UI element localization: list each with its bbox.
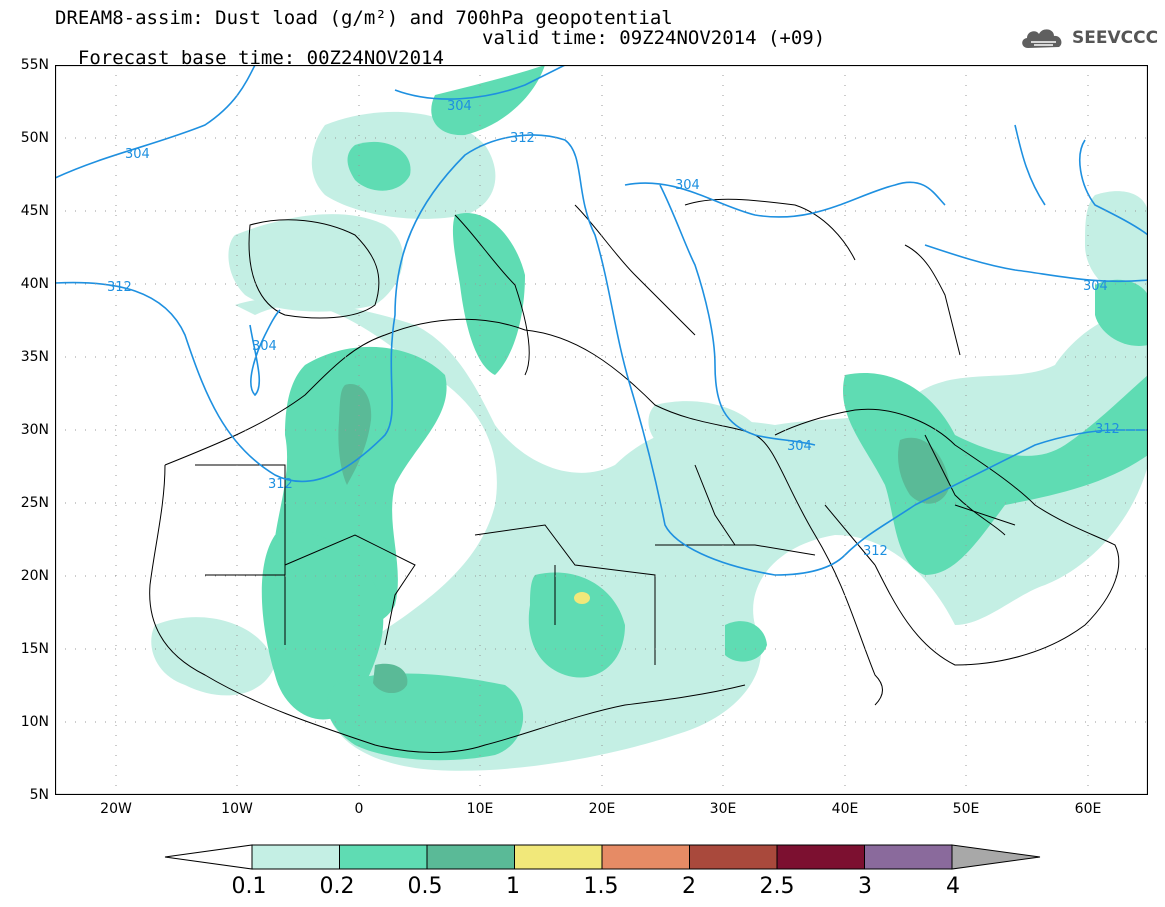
- lat-label: 20N: [20, 568, 49, 584]
- colorbar-cell: [339, 844, 428, 870]
- lat-label: 15N: [20, 641, 49, 657]
- lat-label: 50N: [20, 130, 49, 146]
- colorbar-label: 2.5: [759, 874, 795, 899]
- colorbar: [164, 844, 1041, 870]
- lat-label: 45N: [20, 203, 49, 219]
- colorbar-cell: [689, 844, 778, 870]
- colorbar-label: 0.5: [407, 874, 443, 899]
- colorbar-high-arrow: [951, 844, 1041, 870]
- contour-label: 304: [252, 339, 277, 354]
- dust-0.5-layer: [338, 384, 950, 694]
- seevccc-logo: SEEVCCC: [1018, 24, 1158, 52]
- contour-label: 304: [675, 178, 700, 193]
- contour-label: 312: [268, 477, 293, 492]
- map-frame: [55, 65, 1148, 795]
- lon-label: 20E: [588, 801, 616, 817]
- lat-label: 25N: [20, 495, 49, 511]
- colorbar-label: 3: [858, 874, 872, 899]
- colorbar-cells: [251, 844, 953, 870]
- lon-label: 40E: [831, 801, 859, 817]
- colorbar-cell: [426, 844, 515, 870]
- logo-text: SEEVCCC: [1072, 28, 1159, 48]
- contour-label: 312: [107, 280, 132, 295]
- coastlines: [149, 198, 1120, 753]
- colorbar-cell: [776, 844, 865, 870]
- colorbar-label: 0.2: [319, 874, 355, 899]
- contour-label: 304: [125, 147, 150, 162]
- colorbar-cell: [601, 844, 690, 870]
- valid-time: valid time: 09Z24NOV2014 (+09): [482, 27, 826, 49]
- cloud-icon: [1022, 29, 1062, 48]
- dust-map: 304 312 304 312 304 304 312 304 312 304 …: [55, 65, 1148, 795]
- dust-0.2-layer: [261, 65, 1148, 761]
- lat-label: 30N: [20, 422, 49, 438]
- colorbar-label: 1.5: [583, 874, 619, 899]
- contour-label: 304: [787, 439, 812, 454]
- colorbar-label: 2: [682, 874, 696, 899]
- forecast-times: Forecast base time: 00Z24NOV2014 valid t…: [55, 28, 825, 88]
- colorbar-low-arrow: [164, 844, 253, 870]
- contour-label: 312: [863, 544, 888, 559]
- lon-label: 20W: [100, 801, 132, 817]
- lat-label: 5N: [29, 787, 49, 803]
- graticule: [55, 65, 1148, 795]
- lon-label: 0: [354, 801, 364, 817]
- map-title: DREAM8-assim: Dust load (g/m²) and 700hP…: [55, 7, 673, 29]
- contour-label: 312: [510, 131, 535, 146]
- colorbar-label: 1: [506, 874, 520, 899]
- contour-labels: 304 312 304 312 304 304 312 304 312 304 …: [107, 99, 1120, 559]
- contour-label: 304: [1083, 279, 1108, 294]
- lat-label: 40N: [20, 276, 49, 292]
- lat-label: 55N: [20, 57, 49, 73]
- lon-label: 30E: [709, 801, 737, 817]
- lat-label: 10N: [20, 714, 49, 730]
- dust-1-max: [574, 592, 590, 604]
- lon-label: 10W: [221, 801, 253, 817]
- colorbar-cell: [514, 844, 603, 870]
- colorbar-label: 4: [946, 874, 960, 899]
- contour-label: 312: [1095, 422, 1120, 437]
- colorbar-cell: [251, 844, 340, 870]
- lon-label: 60E: [1074, 801, 1102, 817]
- base-time: Forecast base time: 00Z24NOV2014: [77, 47, 444, 69]
- lon-label: 10E: [466, 801, 494, 817]
- geopotential-contours: [55, 65, 1148, 576]
- lon-label: 50E: [952, 801, 980, 817]
- lat-label: 35N: [20, 349, 49, 365]
- colorbar-label: 0.1: [231, 874, 267, 899]
- colorbar-cell: [864, 844, 953, 870]
- contour-label: 304: [447, 99, 472, 114]
